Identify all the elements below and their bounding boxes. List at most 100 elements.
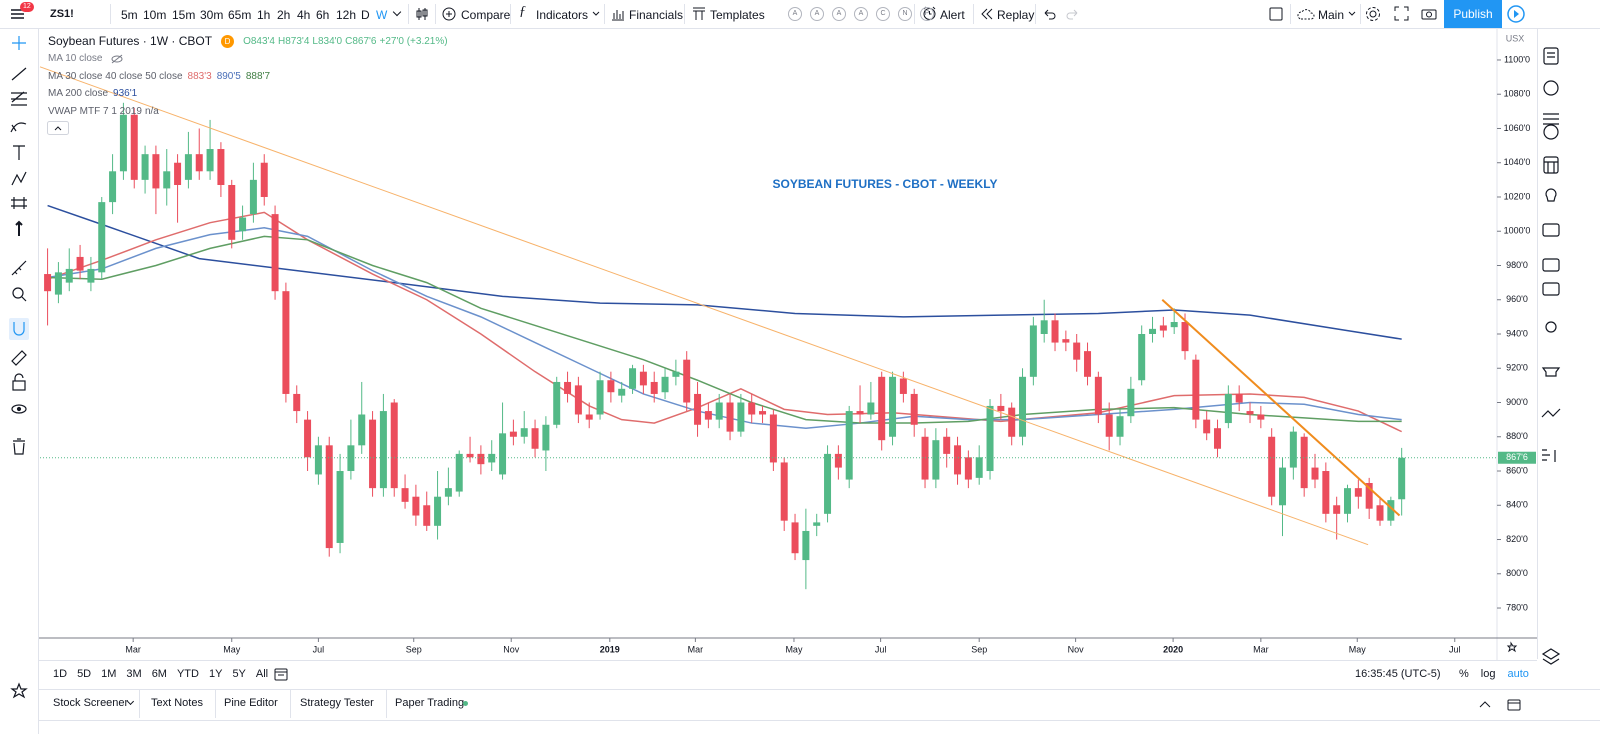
text-tool[interactable] bbox=[13, 145, 25, 160]
interval-button[interactable]: 15m bbox=[172, 8, 196, 22]
ohlc-value: +27'0 (+3.21%) bbox=[379, 35, 448, 47]
bell-icon[interactable] bbox=[1541, 367, 1561, 377]
trendline-tool[interactable] bbox=[11, 67, 27, 81]
dropdown-icon[interactable] bbox=[592, 11, 600, 17]
trash-tool[interactable] bbox=[13, 438, 25, 455]
interval-button[interactable]: 6h bbox=[316, 8, 330, 22]
financials-icon[interactable] bbox=[611, 7, 625, 21]
template-shortcut[interactable]: A bbox=[788, 7, 802, 21]
pattern-tool[interactable] bbox=[11, 171, 27, 186]
range-button[interactable]: 1D bbox=[53, 668, 68, 680]
templates-button[interactable]: Templates bbox=[710, 8, 765, 22]
template-shortcut[interactable]: A bbox=[854, 7, 868, 21]
fullscreen-icon[interactable] bbox=[1394, 6, 1409, 21]
compare-icon[interactable] bbox=[442, 7, 456, 21]
favorites-tool[interactable] bbox=[10, 682, 28, 699]
x-tick-label: Mar bbox=[1253, 644, 1269, 654]
interval-button[interactable]: 1h bbox=[257, 8, 271, 22]
interval-button[interactable]: 12h bbox=[336, 8, 357, 22]
panel-tab[interactable]: Paper Trading bbox=[395, 697, 465, 709]
template-shortcut[interactable]: C bbox=[876, 7, 890, 21]
candle-body bbox=[1300, 436, 1308, 489]
fib-tool[interactable] bbox=[11, 91, 27, 106]
collapse-legend-button[interactable] bbox=[47, 121, 69, 135]
panel-tab[interactable]: Stock Screener bbox=[53, 697, 129, 709]
calendar-icon[interactable] bbox=[1543, 156, 1559, 174]
symbol[interactable]: ZS1! bbox=[50, 8, 74, 20]
range-button[interactable]: 1Y bbox=[208, 668, 223, 680]
range-button[interactable]: 5Y bbox=[232, 668, 246, 680]
alerts-icon[interactable] bbox=[1543, 80, 1559, 96]
play-icon[interactable] bbox=[1507, 5, 1525, 23]
snapshot-icon[interactable] bbox=[1421, 7, 1437, 20]
axis-settings-icon[interactable] bbox=[1506, 641, 1518, 653]
stay-drawing-tool[interactable] bbox=[11, 350, 27, 366]
template-shortcut[interactable]: A bbox=[832, 7, 846, 21]
ohlc: O843'4 H873'4 L834'0 C867'6 +27'0 (+3.21%) bbox=[243, 36, 448, 47]
magnet-tool[interactable] bbox=[13, 322, 25, 336]
brush-tool[interactable] bbox=[10, 122, 27, 133]
bars-style-icon[interactable] bbox=[416, 7, 428, 21]
arrow-tool[interactable] bbox=[15, 220, 23, 236]
publish-button[interactable]: Publish bbox=[1444, 0, 1502, 28]
chat-icon[interactable] bbox=[1542, 258, 1560, 272]
interval-button[interactable]: 10m bbox=[143, 8, 167, 22]
alert-button[interactable]: Alert bbox=[940, 8, 965, 22]
panel-tab[interactable]: Pine Editor bbox=[224, 697, 278, 709]
prediction-tool[interactable] bbox=[11, 197, 27, 209]
interval-button[interactable]: 5m bbox=[121, 8, 138, 22]
data-window-icon[interactable] bbox=[1543, 113, 1559, 125]
interval-button[interactable]: 65m bbox=[228, 8, 252, 22]
interval-button[interactable]: W bbox=[376, 8, 388, 22]
panel-tab[interactable]: Strategy Tester bbox=[300, 697, 374, 709]
range-button[interactable]: 5D bbox=[77, 668, 92, 680]
interval-button[interactable]: 30m bbox=[200, 8, 224, 22]
interval-button[interactable]: 2h bbox=[277, 8, 291, 22]
range-button[interactable]: 1M bbox=[101, 668, 117, 680]
panel-controls[interactable] bbox=[1478, 698, 1528, 712]
replay-icon[interactable] bbox=[980, 8, 994, 20]
interval-button[interactable]: D bbox=[361, 8, 370, 22]
ideas-icon[interactable] bbox=[1545, 188, 1557, 202]
layout-name[interactable]: Main bbox=[1318, 8, 1345, 22]
undo-redo-icons[interactable] bbox=[1043, 8, 1079, 20]
scale-option[interactable]: auto bbox=[1507, 668, 1529, 680]
watchlist-icon[interactable] bbox=[1543, 47, 1559, 65]
range-button[interactable]: YTD bbox=[176, 668, 199, 680]
cloud-icon[interactable] bbox=[1296, 8, 1316, 20]
hide-tool[interactable] bbox=[11, 404, 27, 414]
messages-icon[interactable] bbox=[1542, 282, 1560, 296]
order-panel-icon[interactable] bbox=[1541, 408, 1561, 418]
fullscreen-layout-icon[interactable] bbox=[1269, 7, 1283, 21]
interval-button[interactable]: 4h bbox=[297, 8, 311, 22]
hidden-icon[interactable] bbox=[110, 54, 124, 64]
template-shortcut[interactable]: A bbox=[810, 7, 824, 21]
goto-date-icon[interactable] bbox=[274, 667, 288, 681]
dropdown-icon[interactable] bbox=[1348, 11, 1356, 17]
candle-body bbox=[954, 445, 962, 475]
scale-option[interactable]: % bbox=[1459, 668, 1469, 680]
financials-button[interactable]: Financials bbox=[629, 8, 684, 22]
settings-icon[interactable] bbox=[1365, 6, 1381, 22]
layers-icon[interactable] bbox=[1541, 648, 1561, 665]
templates-icon[interactable] bbox=[692, 7, 706, 21]
range-button[interactable]: All bbox=[255, 668, 269, 680]
indicators-button[interactable]: Indicators bbox=[536, 8, 589, 22]
dom-icon[interactable] bbox=[1542, 449, 1556, 462]
hotlist-icon[interactable] bbox=[1543, 124, 1559, 140]
notifications-icon[interactable] bbox=[1545, 321, 1557, 333]
streams-icon[interactable] bbox=[1542, 223, 1560, 237]
compare-button[interactable]: Compare bbox=[461, 8, 511, 22]
y-tick-label: 1100'0 bbox=[1504, 54, 1530, 64]
range-button[interactable]: 6M bbox=[151, 668, 167, 680]
zoom-tool[interactable] bbox=[12, 287, 24, 299]
template-shortcut[interactable]: N bbox=[898, 7, 912, 21]
template-shortcut[interactable]: P bbox=[920, 7, 934, 21]
measure-tool[interactable] bbox=[11, 260, 27, 276]
range-button[interactable]: 3M bbox=[126, 668, 142, 680]
scale-option[interactable]: log bbox=[1480, 668, 1496, 680]
panel-tab[interactable]: Text Notes bbox=[151, 697, 203, 709]
lock-tool[interactable] bbox=[12, 380, 26, 391]
crosshair-tool[interactable] bbox=[12, 36, 26, 50]
replay-button[interactable]: Replay bbox=[997, 8, 1035, 22]
